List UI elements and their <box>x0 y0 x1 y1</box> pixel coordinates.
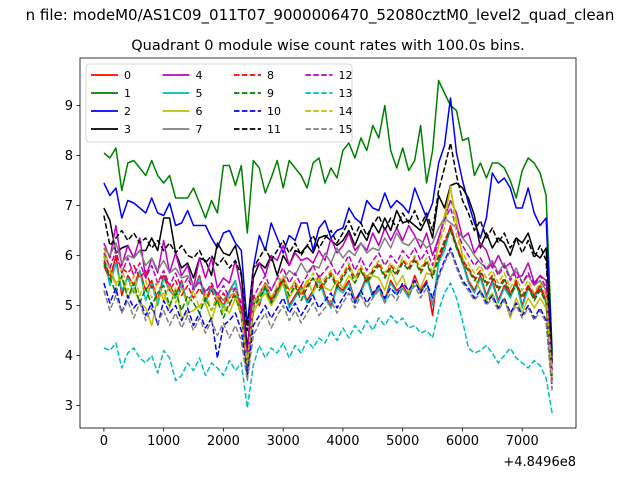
legend-label-10: 10 <box>267 105 281 118</box>
legend-label-7: 7 <box>196 123 203 136</box>
legend-label-11: 11 <box>267 123 281 136</box>
x-tick-label-2000: 2000 <box>207 434 240 449</box>
series-line-9 <box>103 229 553 376</box>
chart-title: Quadrant 0 module wise count rates with … <box>131 38 525 54</box>
y-tick-label-4: 4 <box>65 349 73 364</box>
legend-label-12: 12 <box>339 69 353 82</box>
legend-label-2: 2 <box>124 105 131 118</box>
plot-area: 0 1000 2000 3000 4000 5000 6000 700034567890123… <box>65 57 577 449</box>
y-tick-label-5: 5 <box>65 299 73 314</box>
series-line-1 <box>103 79 553 351</box>
legend-label-3: 3 <box>124 123 131 136</box>
series-line-15 <box>103 249 553 391</box>
y-tick-label-8: 8 <box>65 149 73 164</box>
y-tick-label-6: 6 <box>65 249 73 264</box>
legend-label-4: 4 <box>196 69 203 82</box>
y-tick-label-3: 3 <box>65 399 73 414</box>
y-tick-label-7: 7 <box>65 199 73 214</box>
series-line-10 <box>103 247 553 389</box>
legend-label-14: 14 <box>339 105 353 118</box>
series-line-4 <box>103 199 553 364</box>
x-tick-label-5000: 5000 <box>386 434 419 449</box>
legend-label-15: 15 <box>339 123 353 136</box>
series-line-12 <box>103 207 553 371</box>
series-line-6 <box>103 187 553 381</box>
x-tick-label-7000: 7000 <box>506 434 539 449</box>
series-line-14 <box>103 184 553 379</box>
series-line-8 <box>103 227 553 384</box>
suptitle: n file: modeM0/AS1C09_011T07_9000006470_… <box>26 6 615 25</box>
legend-label-6: 6 <box>196 105 203 118</box>
series-line-13 <box>103 282 553 414</box>
x-offset-label: +4.8496e8 <box>503 455 576 470</box>
legend-label-9: 9 <box>267 87 274 100</box>
x-tick-label-6000: 6000 <box>446 434 479 449</box>
x-tick-label-0: 0 <box>100 434 108 449</box>
series-line-3 <box>103 182 553 361</box>
x-tick-label-4000: 4000 <box>326 434 359 449</box>
x-tick-label-3000: 3000 <box>267 434 300 449</box>
legend-box <box>85 63 353 143</box>
x-tick-label-1000: 1000 <box>147 434 180 449</box>
series-line-11 <box>103 142 553 366</box>
legend-label-0: 0 <box>124 69 131 82</box>
legend-label-5: 5 <box>196 87 203 100</box>
legend-label-8: 8 <box>267 69 274 82</box>
y-tick-label-9: 9 <box>65 99 73 114</box>
series-line-7 <box>103 217 553 381</box>
legend-label-13: 13 <box>339 87 353 100</box>
legend-label-1: 1 <box>124 87 131 100</box>
axes-frame <box>79 57 577 429</box>
